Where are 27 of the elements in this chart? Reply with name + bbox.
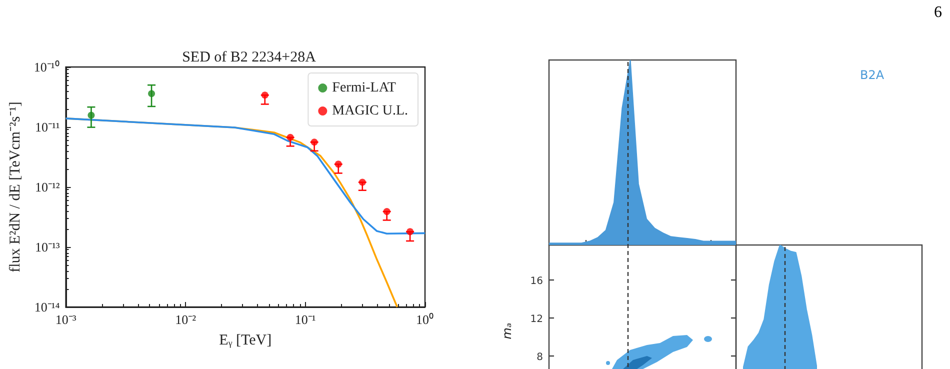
chart-title: SED of B2 2234+28A bbox=[182, 50, 316, 66]
point bbox=[286, 134, 294, 141]
text: 8 bbox=[536, 352, 543, 363]
text: 6 bbox=[934, 4, 942, 22]
point bbox=[358, 178, 366, 186]
point bbox=[310, 138, 318, 146]
x-axis-title: Eᵧ [TeV] bbox=[219, 332, 272, 348]
point bbox=[383, 208, 390, 216]
y-tick-label: 10⁻¹⁴ bbox=[34, 300, 60, 314]
y-tick-label: 10⁻¹⁰ bbox=[34, 60, 60, 74]
point bbox=[406, 228, 414, 236]
x-tick-label: 10⁰ bbox=[416, 312, 434, 327]
y-tick-label: 10⁻¹¹ bbox=[35, 120, 60, 134]
y-tick-label: 10⁻¹³ bbox=[35, 240, 60, 254]
y-axis-title: flux E²dN / dE [TeVcm⁻²s⁻¹] bbox=[8, 102, 24, 272]
text: 12 bbox=[530, 314, 543, 325]
point bbox=[261, 92, 268, 99]
text: B2A bbox=[860, 68, 884, 82]
x-tick-label: 10⁻² bbox=[175, 312, 196, 327]
point bbox=[334, 160, 342, 168]
legend-label: Fermi-LAT bbox=[332, 80, 396, 96]
legend-label: MAGIC U.L. bbox=[332, 104, 408, 118]
x-tick-label: 10⁻¹ bbox=[294, 312, 316, 327]
x-tick-label: 10⁻³ bbox=[55, 312, 76, 327]
text: 16 bbox=[530, 276, 543, 287]
text: mₐ bbox=[500, 322, 514, 340]
y-tick-label: 10⁻¹² bbox=[35, 180, 60, 194]
